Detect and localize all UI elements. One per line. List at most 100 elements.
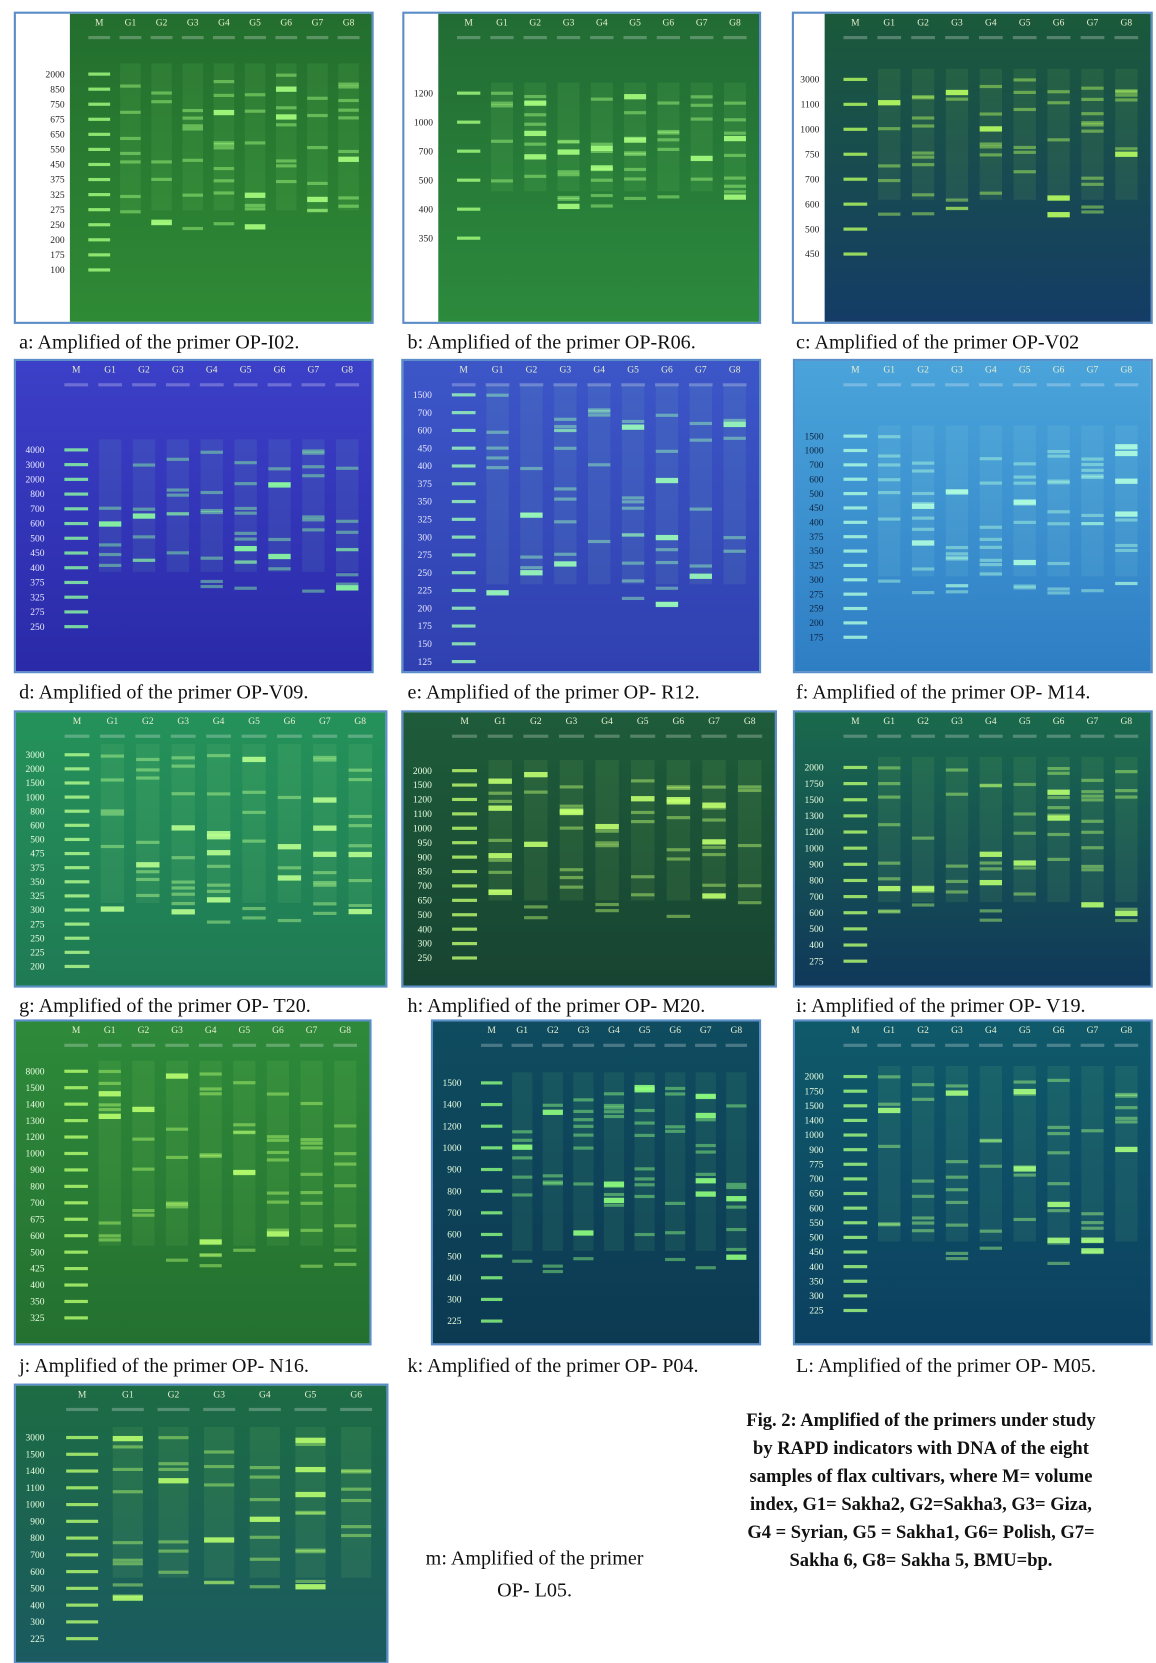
band — [911, 151, 935, 155]
lane-smear — [233, 1060, 256, 1246]
band — [266, 1200, 290, 1204]
lane-smear — [657, 82, 680, 192]
band — [695, 1191, 716, 1197]
band — [979, 457, 1003, 461]
band — [268, 537, 291, 542]
band — [112, 1558, 143, 1562]
ladder-band — [843, 477, 868, 481]
band — [98, 521, 122, 527]
band — [244, 109, 266, 113]
size-label: 1500 — [413, 781, 432, 791]
band — [573, 1230, 594, 1236]
band — [151, 177, 172, 181]
lane-label: G8 — [1121, 366, 1133, 376]
band — [244, 93, 266, 97]
band — [132, 1208, 155, 1213]
band — [336, 530, 359, 534]
band — [277, 866, 302, 870]
band — [945, 1251, 969, 1255]
lane-label: G6 — [1053, 1026, 1065, 1036]
band — [171, 880, 195, 884]
lane-label: G6 — [272, 1026, 284, 1036]
ladder-band — [480, 1081, 503, 1085]
lane-label: G1 — [494, 717, 506, 727]
ladder-band — [64, 753, 90, 757]
band — [486, 466, 509, 470]
band — [634, 1232, 655, 1237]
band — [277, 795, 302, 800]
band — [1013, 145, 1036, 150]
lane-smear — [234, 439, 257, 572]
ladder-band — [88, 193, 111, 197]
band — [171, 792, 195, 796]
band — [979, 879, 1003, 886]
band — [132, 558, 156, 562]
well — [275, 35, 298, 40]
ladder-band — [66, 1536, 99, 1540]
lane-smear — [573, 1072, 594, 1251]
size-label: 1500 — [805, 432, 824, 442]
band — [590, 145, 613, 152]
lane-smear — [979, 425, 1003, 577]
ladder-band — [451, 464, 476, 468]
size-label: 1500 — [805, 1102, 824, 1112]
band — [213, 109, 235, 116]
figure-caption: G4 = Syrian, G5 = Sakha1, G6= Polish, G7… — [747, 1522, 1094, 1543]
size-label: 475 — [30, 850, 45, 860]
lane-smear — [624, 82, 647, 192]
band — [136, 870, 160, 874]
well — [1046, 734, 1071, 738]
band — [266, 1135, 290, 1139]
well — [877, 1043, 902, 1047]
band — [302, 518, 325, 522]
band — [621, 500, 645, 504]
lane-smear — [1081, 425, 1104, 577]
size-label: 1000 — [414, 118, 433, 128]
band — [945, 768, 969, 772]
band — [206, 897, 231, 903]
band — [945, 1090, 969, 1096]
band — [695, 1112, 716, 1119]
band — [979, 1229, 1003, 1233]
lane-label: G4 — [213, 717, 225, 727]
ladder-band — [64, 448, 89, 452]
size-label: 700 — [418, 882, 433, 892]
size-label: 1000 — [800, 125, 819, 135]
band — [945, 864, 969, 868]
ladder-band — [843, 606, 868, 611]
band — [702, 802, 726, 808]
band — [945, 879, 969, 884]
ladder-band — [843, 782, 868, 786]
lane-smear — [524, 760, 548, 901]
band — [166, 512, 190, 516]
size-label: 275 — [418, 551, 433, 561]
ladder-band — [452, 884, 478, 888]
band — [630, 875, 655, 879]
band — [204, 1483, 235, 1487]
band — [275, 114, 297, 120]
band — [520, 512, 543, 518]
lane-smear — [655, 384, 679, 585]
lane-smear — [726, 1072, 747, 1251]
ladder-band — [451, 588, 476, 593]
well — [1046, 383, 1071, 387]
band — [1013, 481, 1036, 485]
size-label: 450 — [50, 161, 65, 171]
band — [1115, 89, 1138, 93]
band — [334, 1262, 357, 1267]
band — [1081, 121, 1104, 125]
lane-label: G7 — [700, 1026, 712, 1036]
size-label: 500 — [30, 534, 45, 544]
size-label: 700 — [30, 505, 45, 515]
lane-smear — [590, 82, 613, 192]
well — [452, 734, 478, 738]
lane-label: G7 — [695, 366, 707, 376]
well — [97, 1043, 122, 1047]
band — [120, 160, 141, 164]
band — [1047, 101, 1070, 105]
band — [313, 911, 337, 915]
ladder-band — [843, 563, 868, 568]
band — [1047, 90, 1070, 94]
band — [1047, 1261, 1070, 1265]
band — [338, 82, 359, 86]
